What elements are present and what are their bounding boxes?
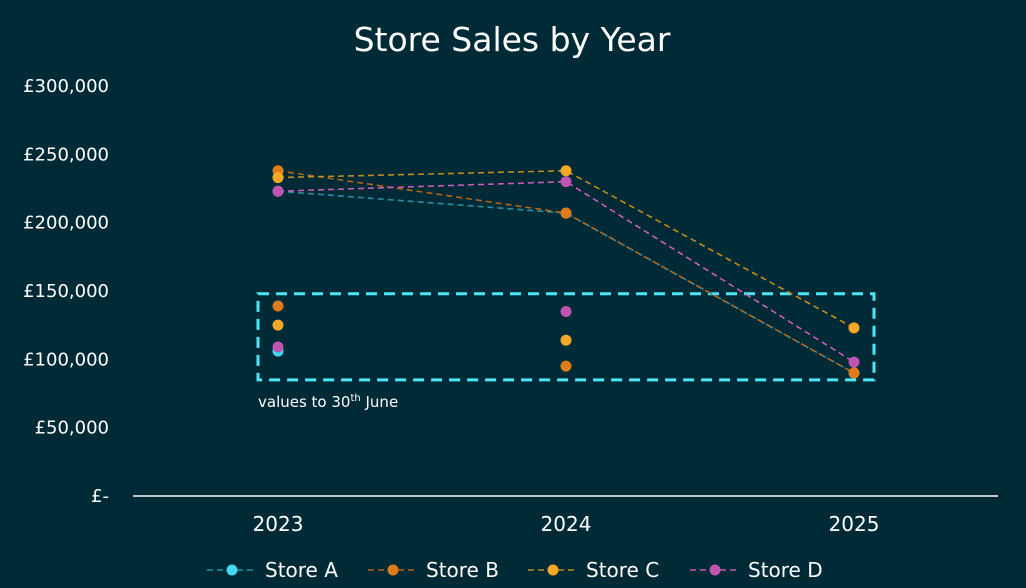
store-d-point (560, 176, 572, 188)
store-c-point (272, 172, 284, 184)
legend-marker-store-d (709, 564, 721, 576)
legend-item-store-a: Store A (207, 558, 338, 582)
y-tick-label: £50,000 (35, 418, 109, 439)
store-d-point (848, 356, 860, 368)
store-b-point (560, 207, 572, 219)
legend-marker-store-a (226, 564, 238, 576)
y-tick-label: £300,000 (23, 76, 109, 97)
x-tick-label: 2023 (253, 512, 304, 536)
y-tick-label: £100,000 (23, 349, 109, 370)
y-tick-label: £200,000 (23, 213, 109, 234)
store-d-half-year-point (560, 306, 572, 317)
store-c-point (848, 322, 860, 334)
y-axis-ticks: £- £50,000 £100,000 £150,000 £200,000 £250,00… (23, 76, 109, 507)
x-tick-label: 2025 (829, 512, 880, 536)
store-d-line (277, 180, 855, 363)
y-tick-label: £250,000 (23, 144, 109, 165)
legend: Store A Store B Store C Store D (207, 558, 823, 582)
chart-title: Store Sales by Year (354, 20, 671, 59)
legend-item-store-b: Store B (368, 558, 499, 582)
store-b-half-year-point (272, 300, 284, 312)
store-c-point (560, 165, 572, 177)
legend-marker-store-c (547, 564, 559, 576)
note-text: values to 30 (258, 393, 350, 411)
partial-year-box (256, 292, 876, 382)
partial-year-annotation: values to 30th June (256, 292, 876, 411)
y-tick-label: £- (91, 486, 109, 507)
store-c-line (277, 169, 855, 329)
store-b-half-year-point (560, 360, 572, 372)
y-tick-label: £150,000 (23, 281, 109, 302)
note-superscript: th (350, 393, 360, 404)
x-axis-ticks: 2023 2024 2025 (253, 512, 880, 536)
legend-label-store-b: Store B (426, 558, 499, 582)
legend-marker-store-b (387, 564, 399, 576)
store-c-half-year-point (272, 319, 284, 331)
legend-item-store-c: Store C (528, 558, 659, 582)
store-d-point (272, 185, 284, 197)
store-b-point (848, 367, 860, 379)
store-d-half-year-point (272, 341, 284, 353)
legend-label-store-d: Store D (748, 558, 823, 582)
partial-year-note: values to 30th June (258, 393, 398, 411)
series-points (272, 165, 860, 379)
store-c-half-year-point (560, 334, 572, 346)
note-text-end: June (361, 393, 398, 411)
legend-label-store-a: Store A (265, 558, 338, 582)
legend-item-store-d: Store D (690, 558, 823, 582)
legend-label-store-c: Store C (586, 558, 659, 582)
x-tick-label: 2024 (541, 512, 592, 536)
